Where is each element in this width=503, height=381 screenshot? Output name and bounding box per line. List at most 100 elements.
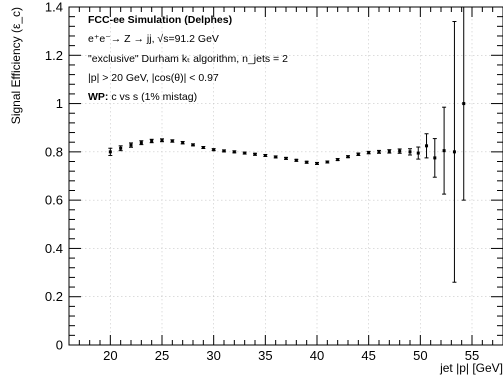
y-tick-label-6: 1.2 (45, 48, 63, 63)
marker-14 (253, 152, 257, 156)
annotation-wp-prefix: WP: (88, 91, 111, 103)
marker-21 (325, 160, 329, 164)
marker-30 (416, 151, 420, 155)
data-point-4 (149, 138, 154, 144)
data-point-9 (201, 146, 206, 150)
data-point-14 (253, 152, 257, 156)
data-point-18 (294, 158, 299, 162)
data-point-20 (315, 161, 319, 165)
x-tick-label-6: 50 (413, 348, 427, 363)
x-tick-label-1: 25 (155, 348, 169, 363)
marker-12 (232, 150, 236, 154)
x-tick-label-0: 20 (103, 348, 117, 363)
data-point-31 (424, 133, 429, 159)
y-tick-label-2: 0.4 (45, 241, 63, 256)
data-point-30 (416, 146, 421, 160)
marker-23 (346, 155, 350, 159)
marker-10 (212, 148, 216, 152)
data-point-22 (335, 158, 340, 162)
data-point-25 (366, 150, 371, 155)
marker-22 (336, 158, 340, 162)
data-point-23 (346, 155, 350, 159)
data-point-8 (191, 143, 195, 147)
marker-20 (315, 161, 319, 165)
marker-19 (305, 160, 309, 164)
data-point-29 (408, 148, 412, 156)
marker-9 (201, 146, 205, 150)
annotation-algorithm: "exclusive" Durham kₜ algorithm, n_jets … (88, 53, 288, 65)
data-point-27 (387, 149, 392, 154)
data-point-7 (180, 140, 185, 145)
tick-labels: 20 25 30 35 40 45 50 55 0 0.2 0.4 0.6 0.8 1 1.2 1.4 (45, 0, 479, 363)
marker-6 (170, 139, 174, 143)
data-point-15 (263, 153, 268, 157)
y-tick-label-3: 0.6 (45, 193, 63, 208)
marker-26 (377, 150, 381, 154)
y-tick-label-4: 0.8 (45, 144, 63, 159)
data-point-32 (432, 138, 437, 178)
data-point-26 (377, 149, 381, 154)
marker-29 (408, 150, 412, 154)
marker-11 (222, 149, 226, 153)
y-axis-title: Signal Efficiency (ε_c) (9, 7, 23, 124)
annotation-wp: WP: c vs s (1% mistag) (88, 91, 197, 103)
data-point-16 (273, 155, 278, 159)
data-point-17 (284, 156, 288, 160)
data-point-28 (397, 148, 402, 154)
marker-2 (129, 143, 133, 147)
x-tick-label-4: 40 (310, 348, 324, 363)
marker-31 (425, 144, 429, 148)
marker-17 (284, 156, 288, 160)
data-point-21 (325, 160, 330, 164)
marker-13 (243, 151, 247, 155)
data-point-5 (160, 138, 164, 143)
data-point-19 (304, 160, 309, 164)
marker-7 (181, 141, 185, 145)
marker-4 (150, 139, 154, 143)
data-point-3 (139, 140, 144, 146)
data-point-6 (170, 139, 175, 143)
marker-25 (367, 151, 371, 155)
marker-0 (108, 150, 112, 154)
x-tick-label-3: 35 (258, 348, 272, 363)
x-axis-title: jet |p| [GeV] (439, 361, 503, 375)
marker-15 (263, 153, 267, 157)
annotation-wp-text: c vs s (1% mistag) (111, 91, 197, 103)
marker-3 (139, 141, 143, 145)
marker-33 (442, 149, 446, 153)
marker-35 (462, 102, 466, 106)
data-point-2 (129, 142, 133, 148)
marker-32 (433, 156, 437, 160)
marker-28 (398, 149, 402, 153)
data-point-33 (442, 106, 447, 195)
annotation-process: e⁺e⁻→ Z → jj, √s=91.2 GeV (88, 33, 219, 45)
data-point-12 (232, 150, 237, 154)
marker-16 (274, 155, 278, 159)
axis-ticks (68, 6, 503, 346)
y-tick-label-5: 1 (56, 96, 63, 111)
data-point-24 (356, 152, 361, 156)
y-tick-label-7: 1.4 (45, 0, 63, 15)
annotation-title: FCC-ee Simulation (Delphes) (88, 14, 232, 26)
data-point-13 (242, 151, 247, 155)
marker-24 (356, 152, 360, 156)
data-point-34 (452, 20, 457, 283)
marker-8 (191, 143, 195, 147)
y-tick-label-1: 0.2 (45, 289, 63, 304)
annotation-cuts: |p| > 20 GeV, |cos(θ)| < 0.97 (88, 72, 219, 84)
annotations: FCC-ee Simulation (Delphes) e⁺e⁻→ Z → jj… (88, 14, 288, 103)
data-points (108, 7, 466, 283)
marker-18 (294, 158, 298, 162)
data-point-35 (461, 7, 466, 201)
y-tick-label-0: 0 (56, 338, 63, 353)
marker-1 (119, 146, 123, 150)
data-point-1 (118, 145, 123, 152)
marker-34 (452, 150, 456, 154)
x-tick-label-2: 30 (206, 348, 220, 363)
x-tick-label-7: 55 (465, 348, 479, 363)
marker-27 (387, 149, 391, 153)
x-tick-label-5: 45 (361, 348, 375, 363)
data-point-0 (108, 147, 113, 156)
data-point-11 (222, 149, 226, 153)
